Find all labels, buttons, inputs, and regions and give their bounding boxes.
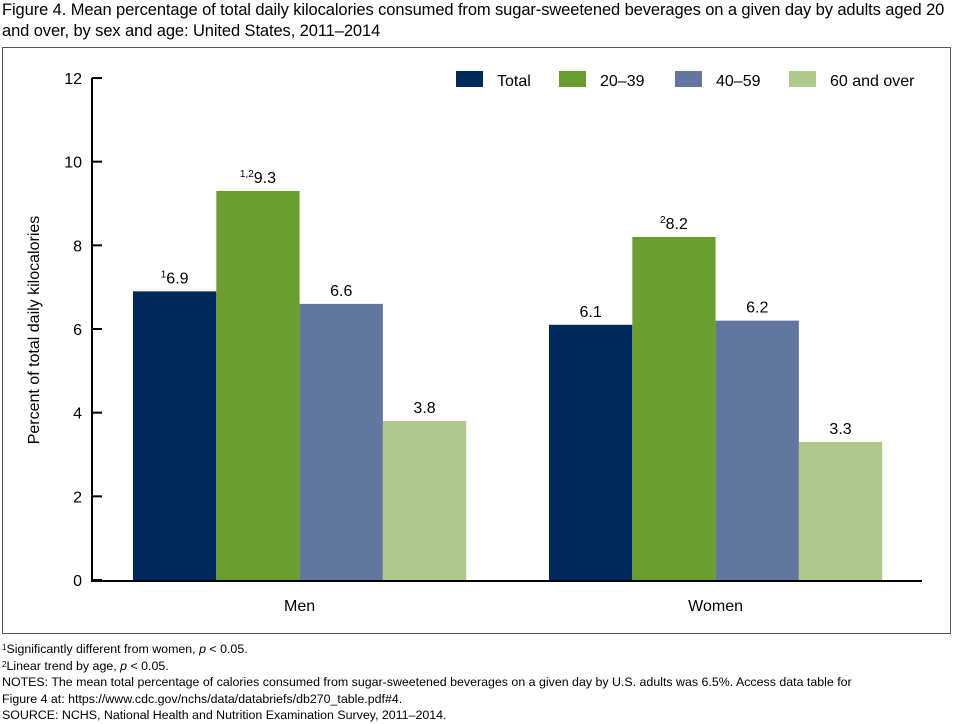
superscript-marker: 1 bbox=[161, 269, 167, 280]
y-tick-label: 2 bbox=[73, 489, 82, 506]
footnote-2: 2Linear trend by age, p < 0.05. bbox=[2, 658, 169, 673]
y-tick-label: 6 bbox=[73, 322, 82, 339]
value-text: 6.1 bbox=[580, 304, 602, 321]
notes-line-2: Figure 4 at: https://www.cdc.gov/nchs/da… bbox=[2, 691, 403, 706]
legend-label: 20–39 bbox=[600, 73, 645, 90]
bar-value-label: 6.2 bbox=[746, 300, 768, 317]
y-tick-label: 8 bbox=[73, 238, 82, 255]
bar-men-Total bbox=[133, 291, 217, 580]
bar-value-label: 16.9 bbox=[161, 269, 189, 287]
legend-label: 60 and over bbox=[830, 73, 915, 90]
bar-value-label: 1,29.3 bbox=[240, 169, 276, 187]
y-tick-label: 10 bbox=[64, 155, 82, 172]
legend-swatch bbox=[675, 71, 702, 87]
figure-title: Figure 4. Mean percentage of total daily… bbox=[2, 1, 945, 40]
bar-men-40-59 bbox=[299, 303, 383, 580]
value-text: 6.2 bbox=[746, 300, 768, 317]
bar-women-20-39 bbox=[632, 236, 716, 580]
value-text: 3.3 bbox=[829, 421, 851, 438]
y-tick-label: 0 bbox=[73, 573, 82, 590]
legend-swatch bbox=[456, 71, 483, 87]
value-text: 6.6 bbox=[330, 283, 352, 300]
legend-swatch bbox=[789, 71, 816, 87]
source-line: SOURCE: NCHS, National Health and Nutrit… bbox=[2, 708, 447, 722]
bar-value-label: 6.6 bbox=[330, 283, 352, 300]
x-category-label: Women bbox=[688, 598, 743, 615]
bar-women-60-and-over bbox=[798, 441, 883, 580]
legend: Total 20–39 40–59 60 and over bbox=[456, 71, 915, 90]
y-tick-label: 12 bbox=[64, 71, 82, 88]
bar-value-label: 3.3 bbox=[829, 421, 851, 438]
footnotes: 1Significantly different from women, p <… bbox=[2, 641, 957, 724]
footnote-1: 1Significantly different from women, p <… bbox=[2, 642, 248, 656]
bars: 16.9 1,29.3 6.6 3.8 6.1 28.2 6.2 3.3 bbox=[91, 169, 922, 582]
value-text: 6.9 bbox=[166, 270, 188, 287]
value-text: 9.3 bbox=[254, 170, 276, 187]
y-tick-label: 4 bbox=[73, 406, 82, 423]
superscript-marker: 2 bbox=[660, 215, 666, 226]
bar-value-label: 3.8 bbox=[413, 400, 435, 417]
bar-value-label: 28.2 bbox=[660, 215, 688, 233]
bar-value-label: 6.1 bbox=[580, 304, 602, 321]
value-text: 8.2 bbox=[666, 216, 688, 233]
legend-swatch bbox=[559, 71, 586, 87]
y-axis-label: Percent of total daily kilocalories bbox=[26, 216, 43, 445]
bar-men-20-39 bbox=[216, 190, 300, 580]
x-category-label: Men bbox=[284, 598, 315, 615]
bar-men-60-and-over bbox=[382, 421, 467, 580]
notes-line-1: NOTES: The mean total percentage of calo… bbox=[2, 675, 852, 689]
bar-women-Total bbox=[549, 324, 633, 580]
chart-frame bbox=[2, 47, 951, 634]
legend-label: 40–59 bbox=[716, 73, 761, 90]
legend-label: Total bbox=[497, 73, 531, 90]
value-text: 3.8 bbox=[413, 400, 435, 417]
bar-women-40-59 bbox=[715, 320, 799, 580]
superscript-marker: 1,2 bbox=[240, 169, 254, 180]
